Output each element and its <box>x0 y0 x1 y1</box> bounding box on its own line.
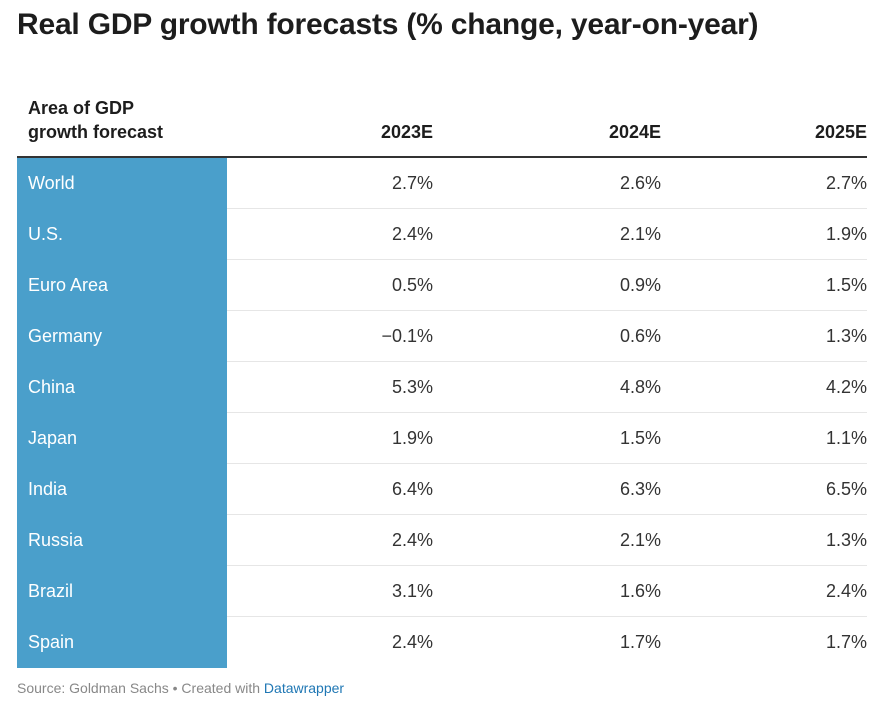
cell-value-2025e: 1.5% <box>661 259 867 311</box>
row-label-area: U.S. <box>17 208 227 260</box>
cell-value-2023e: 5.3% <box>227 361 433 413</box>
table-row: U.S. 2.4% 2.1% 1.9% <box>17 208 867 260</box>
cell-value-2023e: 2.4% <box>227 514 433 566</box>
cell-value-2025e: 1.1% <box>661 412 867 464</box>
table-body: World 2.7% 2.6% 2.7% U.S. 2.4% 2.1% 1.9% Euro Ar… <box>17 157 867 668</box>
cell-value-2024e: 1.6% <box>433 565 661 617</box>
table-header-row: Area of GDP growth forecast 2023E 2024E … <box>17 80 867 158</box>
row-label-area: Brazil <box>17 565 227 617</box>
cell-value-2023e: 2.4% <box>227 208 433 260</box>
cell-value-2023e: 2.7% <box>227 157 433 209</box>
row-label-area: World <box>17 157 227 209</box>
row-label-area: Spain <box>17 616 227 668</box>
cell-value-2025e: 6.5% <box>661 463 867 515</box>
cell-value-2024e: 0.9% <box>433 259 661 311</box>
cell-value-2025e: 1.7% <box>661 616 867 668</box>
cell-value-2025e: 2.7% <box>661 157 867 209</box>
table-row: World 2.7% 2.6% 2.7% <box>17 157 867 209</box>
cell-value-2025e: 2.4% <box>661 565 867 617</box>
cell-value-2025e: 1.3% <box>661 514 867 566</box>
row-label-area: China <box>17 361 227 413</box>
cell-value-2024e: 1.7% <box>433 616 661 668</box>
cell-value-2024e: 0.6% <box>433 310 661 362</box>
row-label-area: Germany <box>17 310 227 362</box>
table-row: Brazil 3.1% 1.6% 2.4% <box>17 565 867 617</box>
row-label-area: Japan <box>17 412 227 464</box>
row-label-area: Euro Area <box>17 259 227 311</box>
column-header-area-line-2: growth forecast <box>28 122 164 142</box>
source-text: Source: Goldman Sachs • Created with <box>17 680 264 696</box>
table-row: Spain 2.4% 1.7% 1.7% <box>17 616 867 668</box>
table-row: Euro Area 0.5% 0.9% 1.5% <box>17 259 867 311</box>
cell-value-2023e: 0.5% <box>227 259 433 311</box>
datawrapper-link[interactable]: Datawrapper <box>263 680 345 696</box>
column-header-area-line-1: Area of GDP <box>28 98 135 118</box>
cell-value-2025e: 4.2% <box>661 361 867 413</box>
cell-value-2024e: 1.5% <box>433 412 661 464</box>
cell-value-2023e: 2.4% <box>227 616 433 668</box>
cell-value-2024e: 2.6% <box>433 157 661 209</box>
table-row: Russia 2.4% 2.1% 1.3% <box>17 514 867 566</box>
column-header-2023e: 2023E <box>227 80 433 158</box>
table-row: Japan 1.9% 1.5% 1.1% <box>17 412 867 464</box>
column-header-2024e: 2024E <box>433 80 661 158</box>
cell-value-2025e: 1.3% <box>661 310 867 362</box>
cell-value-2024e: 4.8% <box>433 361 661 413</box>
row-label-area: India <box>17 463 227 515</box>
cell-value-2023e: −0.1% <box>227 310 433 362</box>
table-row: China 5.3% 4.8% 4.2% <box>17 361 867 413</box>
row-label-area: Russia <box>17 514 227 566</box>
table-row: Germany −0.1% 0.6% 1.3% <box>17 310 867 362</box>
chart-footer: Source: Goldman Sachs • Created with Dat… <box>17 680 344 696</box>
cell-value-2024e: 2.1% <box>433 514 661 566</box>
chart-title: Real GDP growth forecasts (% change, yea… <box>17 8 759 41</box>
cell-value-2024e: 6.3% <box>433 463 661 515</box>
column-header-2025e: 2025E <box>661 80 867 158</box>
gdp-table: Area of GDP growth forecast 2023E 2024E … <box>17 80 867 668</box>
cell-value-2023e: 1.9% <box>227 412 433 464</box>
cell-value-2023e: 6.4% <box>227 463 433 515</box>
cell-value-2023e: 3.1% <box>227 565 433 617</box>
table-row: India 6.4% 6.3% 6.5% <box>17 463 867 515</box>
column-header-area: Area of GDP growth forecast <box>17 80 227 158</box>
cell-value-2024e: 2.1% <box>433 208 661 260</box>
cell-value-2025e: 1.9% <box>661 208 867 260</box>
